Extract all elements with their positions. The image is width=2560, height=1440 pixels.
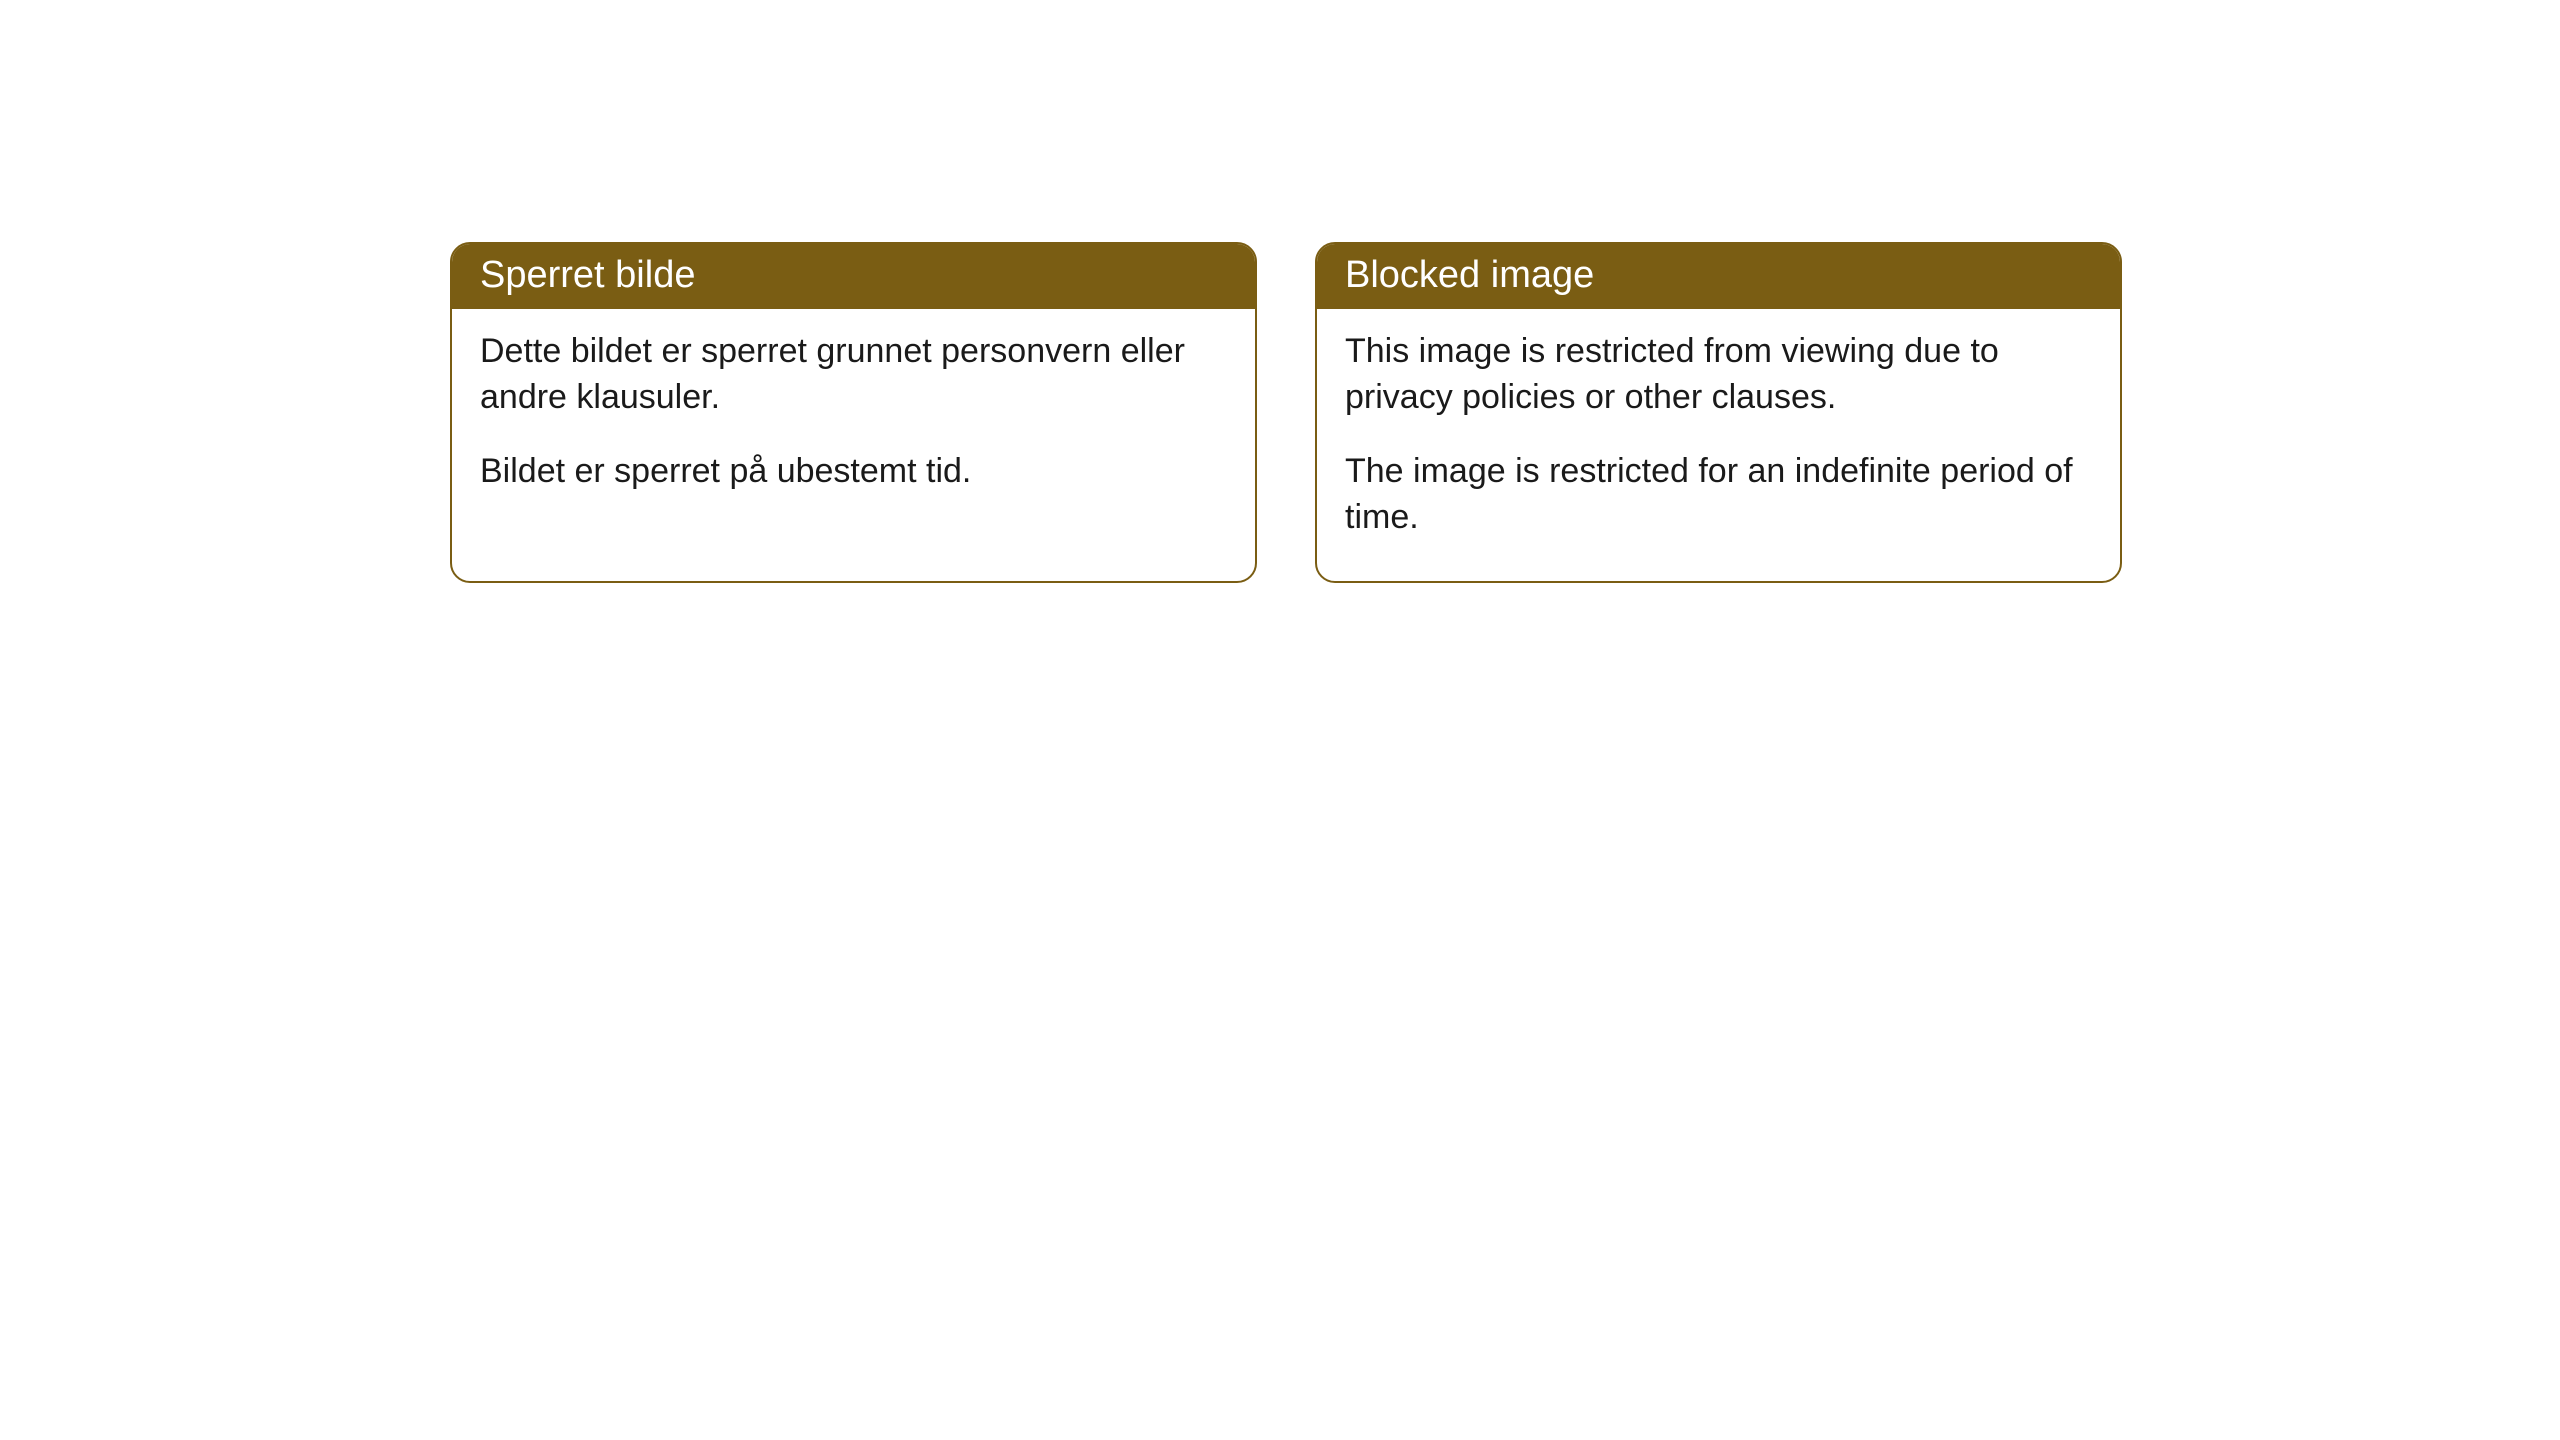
card-paragraph: Bildet er sperret på ubestemt tid. (480, 449, 1227, 495)
card-body: Dette bildet er sperret grunnet personve… (452, 309, 1255, 535)
card-title: Blocked image (1345, 254, 1594, 296)
card-body: This image is restricted from viewing du… (1317, 309, 2120, 581)
card-title: Sperret bilde (480, 254, 695, 296)
card-paragraph: This image is restricted from viewing du… (1345, 329, 2092, 421)
card-header: Blocked image (1317, 244, 2120, 309)
notice-container: Sperret bilde Dette bildet er sperret gr… (450, 242, 2122, 583)
card-paragraph: The image is restricted for an indefinit… (1345, 449, 2092, 541)
card-header: Sperret bilde (452, 244, 1255, 309)
card-paragraph: Dette bildet er sperret grunnet personve… (480, 329, 1227, 421)
notice-card-norwegian: Sperret bilde Dette bildet er sperret gr… (450, 242, 1257, 583)
notice-card-english: Blocked image This image is restricted f… (1315, 242, 2122, 583)
